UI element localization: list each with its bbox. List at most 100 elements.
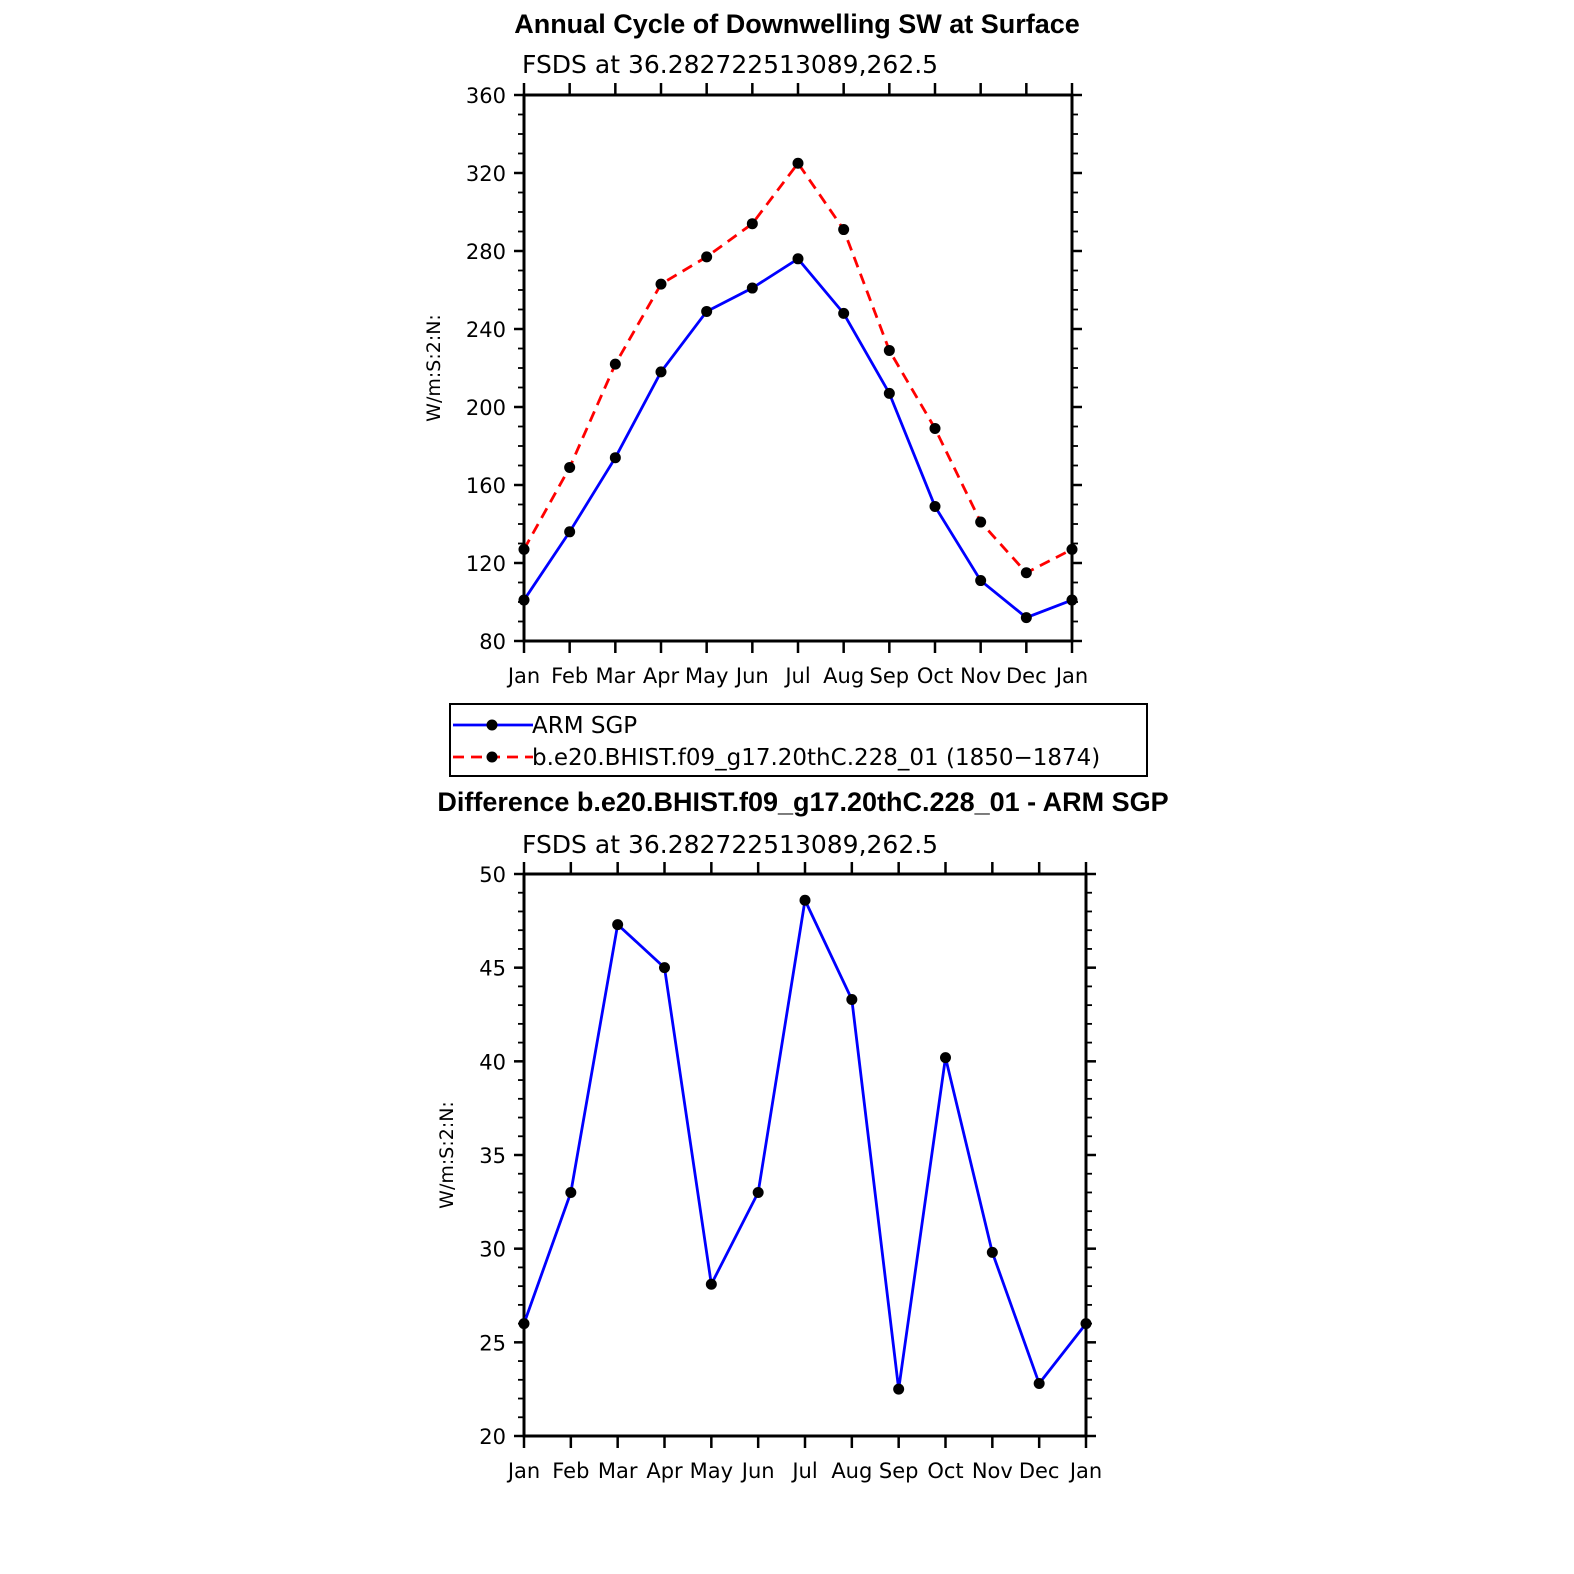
x-tick-label: Apr [646, 1459, 683, 1483]
annual-cycle-chart: Annual Cycle of Downwelling SW at Surfac… [423, 9, 1088, 688]
chart-title: Annual Cycle of Downwelling SW at Surfac… [514, 9, 1080, 39]
x-tick-label: Jan [1054, 664, 1088, 688]
y-tick-label: 45 [479, 957, 506, 981]
y-tick-label: 30 [479, 1238, 506, 1262]
x-tick-label: Sep [870, 664, 910, 688]
y-tick-label: 35 [479, 1144, 506, 1168]
data-point [705, 1278, 717, 1290]
legend-box [449, 703, 1148, 777]
x-tick-label: Mar [598, 1459, 638, 1483]
y-axis-label: W/m:S:2:N: [436, 1101, 458, 1209]
x-tick-label: May [690, 1459, 733, 1483]
legend: ARM SGP b.e20.BHIST.f09_g17.20thC.228_01 … [449, 703, 1148, 777]
x-tick-label: Jul [783, 664, 810, 688]
difference-chart: Difference b.e20.BHIST.f09_g17.20thC.228… [436, 787, 1169, 1483]
x-tick-label: Sep [879, 1459, 919, 1483]
x-tick-label: May [685, 664, 728, 688]
plot-frame [522, 93, 1074, 643]
x-tick-label: Aug [823, 664, 864, 688]
x-tick-label: Aug [831, 1459, 872, 1483]
data-point [893, 1383, 905, 1395]
data-point [518, 543, 530, 555]
x-tick-label: Oct [917, 664, 953, 688]
data-point [746, 282, 758, 294]
series-line-0 [522, 895, 1088, 1390]
y-tick-label: 80 [479, 630, 506, 654]
y-tick-label: 360 [466, 84, 506, 108]
data-point [838, 307, 850, 319]
y-tick-label: 240 [466, 318, 506, 342]
data-point [518, 594, 530, 606]
data-point [655, 366, 667, 378]
legend-label: b.e20.BHIST.f09_g17.20thC.228_01 (1850−1… [532, 745, 1100, 771]
data-point [655, 278, 667, 290]
y-axis-label: W/m:S:2:N: [423, 314, 445, 422]
y-tick-label: 40 [479, 1050, 506, 1074]
data-point [929, 500, 941, 512]
data-point [1020, 567, 1032, 579]
data-point [883, 387, 895, 399]
data-point [1066, 594, 1078, 606]
x-tick-label: Mar [596, 664, 636, 688]
data-point [883, 344, 895, 356]
data-point [609, 452, 621, 464]
data-point [1080, 1318, 1092, 1330]
data-point [1033, 1378, 1045, 1390]
data-point [612, 919, 624, 931]
legend-marker [486, 719, 498, 731]
x-tick-label: Jan [506, 664, 540, 688]
data-point [701, 305, 713, 317]
x-tick-label: Apr [643, 664, 680, 688]
legend-marker [486, 751, 498, 763]
y-tick-label: 50 [479, 863, 506, 887]
data-point [792, 157, 804, 169]
legend-label: ARM SGP [532, 713, 637, 739]
x-tick-label: Feb [551, 664, 588, 688]
x-tick-label: Nov [972, 1459, 1013, 1483]
x-tick-label: Dec [1019, 1459, 1060, 1483]
data-point [986, 1246, 998, 1258]
chart-subtitle: FSDS at 36.282722513089,262.5 [522, 50, 938, 79]
chart-subtitle: FSDS at 36.282722513089,262.5 [522, 830, 938, 859]
data-point [1066, 543, 1078, 555]
data-point [518, 1318, 530, 1330]
series-line-1 [522, 160, 1073, 575]
data-point [846, 994, 858, 1006]
data-point [929, 422, 941, 434]
data-point [799, 894, 811, 906]
series-line-0 [522, 256, 1073, 620]
x-tick-label: Dec [1006, 664, 1047, 688]
data-point [565, 1186, 577, 1198]
data-point [975, 575, 987, 587]
x-tick-label: Nov [960, 664, 1001, 688]
y-tick-label: 200 [466, 396, 506, 420]
data-point [940, 1052, 951, 1064]
data-point [609, 358, 621, 370]
data-point [975, 516, 987, 528]
y-tick-label: 120 [466, 552, 506, 576]
y-tick-label: 320 [466, 162, 506, 186]
y-tick-label: 25 [479, 1331, 506, 1355]
y-tick-label: 280 [466, 240, 506, 264]
chart-title: Difference b.e20.BHIST.f09_g17.20thC.228… [437, 787, 1168, 817]
x-tick-label: Jan [1068, 1459, 1102, 1483]
data-point [564, 526, 576, 538]
data-point [752, 1186, 764, 1198]
data-point [1020, 612, 1032, 624]
y-tick-label: 160 [466, 474, 506, 498]
y-tick-label: 20 [479, 1425, 506, 1449]
x-tick-label: Jul [790, 1459, 817, 1483]
x-tick-label: Oct [927, 1459, 963, 1483]
x-tick-label: Feb [552, 1459, 589, 1483]
data-point [564, 461, 576, 473]
data-point [659, 962, 670, 974]
data-point [838, 224, 850, 236]
data-point [701, 251, 713, 263]
x-tick-label: Jun [740, 1459, 775, 1483]
data-point [792, 253, 804, 265]
data-point [746, 218, 758, 230]
x-tick-label: Jan [506, 1459, 540, 1483]
x-tick-label: Jun [734, 664, 769, 688]
plot-frame [522, 872, 1088, 1438]
